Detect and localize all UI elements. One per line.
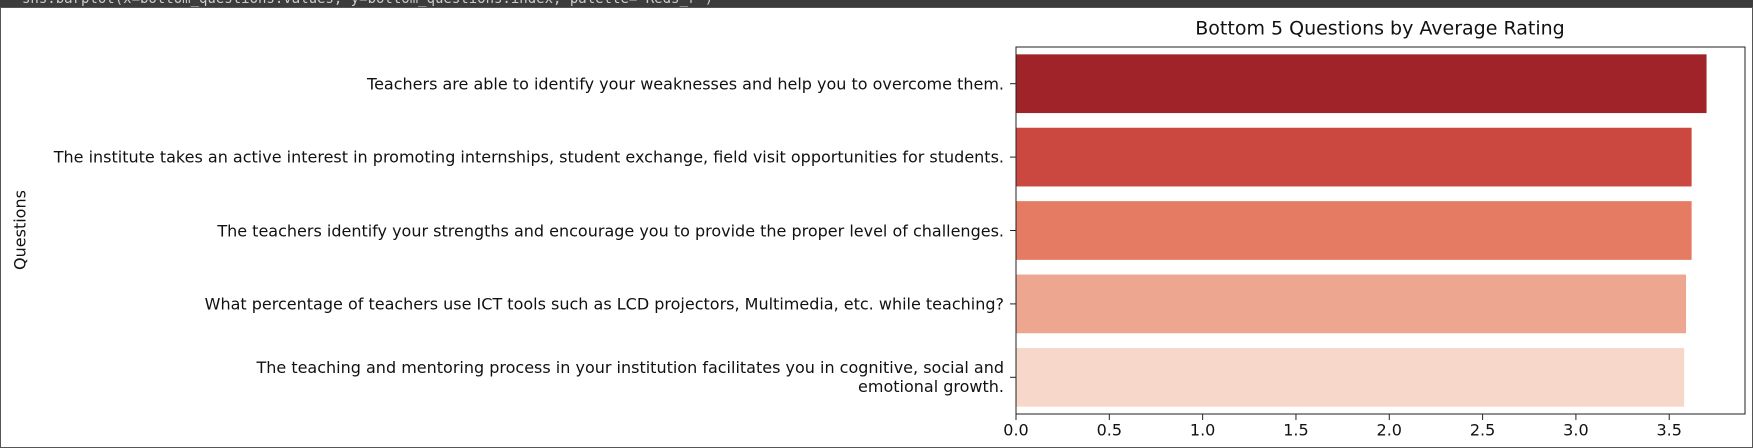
x-tick-label: 0.0 [1003, 421, 1028, 440]
x-tick-label: 3.0 [1563, 421, 1588, 440]
y-axis-label: Questions [11, 190, 30, 270]
bar [1016, 54, 1707, 114]
x-tick-label: 0.5 [1097, 421, 1122, 440]
y-tick-label: The institute takes an active interest i… [53, 147, 1004, 167]
x-tick-label: 1.0 [1190, 421, 1215, 440]
y-tick-label: Teachers are able to identify your weakn… [367, 74, 1004, 94]
bar [1016, 201, 1692, 260]
code-line: sns.barplot(x=bottom_questions.values, y… [22, 0, 713, 7]
chart-title: Bottom 5 Questions by Average Rating [1195, 18, 1564, 40]
x-tick-label: 1.5 [1283, 421, 1308, 440]
plot-frame [1015, 46, 1746, 415]
bar [1016, 127, 1692, 187]
x-tick-label: 2.5 [1470, 421, 1495, 440]
x-tick-label: 2.0 [1377, 421, 1402, 440]
bar [1016, 274, 1687, 334]
bar [1016, 347, 1685, 407]
x-tick-label: 3.5 [1656, 421, 1681, 440]
y-tick-label: The teachers identify your strengths and… [217, 221, 1004, 240]
y-tick-label: What percentage of teachers use ICT tool… [204, 294, 1004, 314]
y-tick-label: The teaching and mentoring process in yo… [256, 358, 1004, 397]
